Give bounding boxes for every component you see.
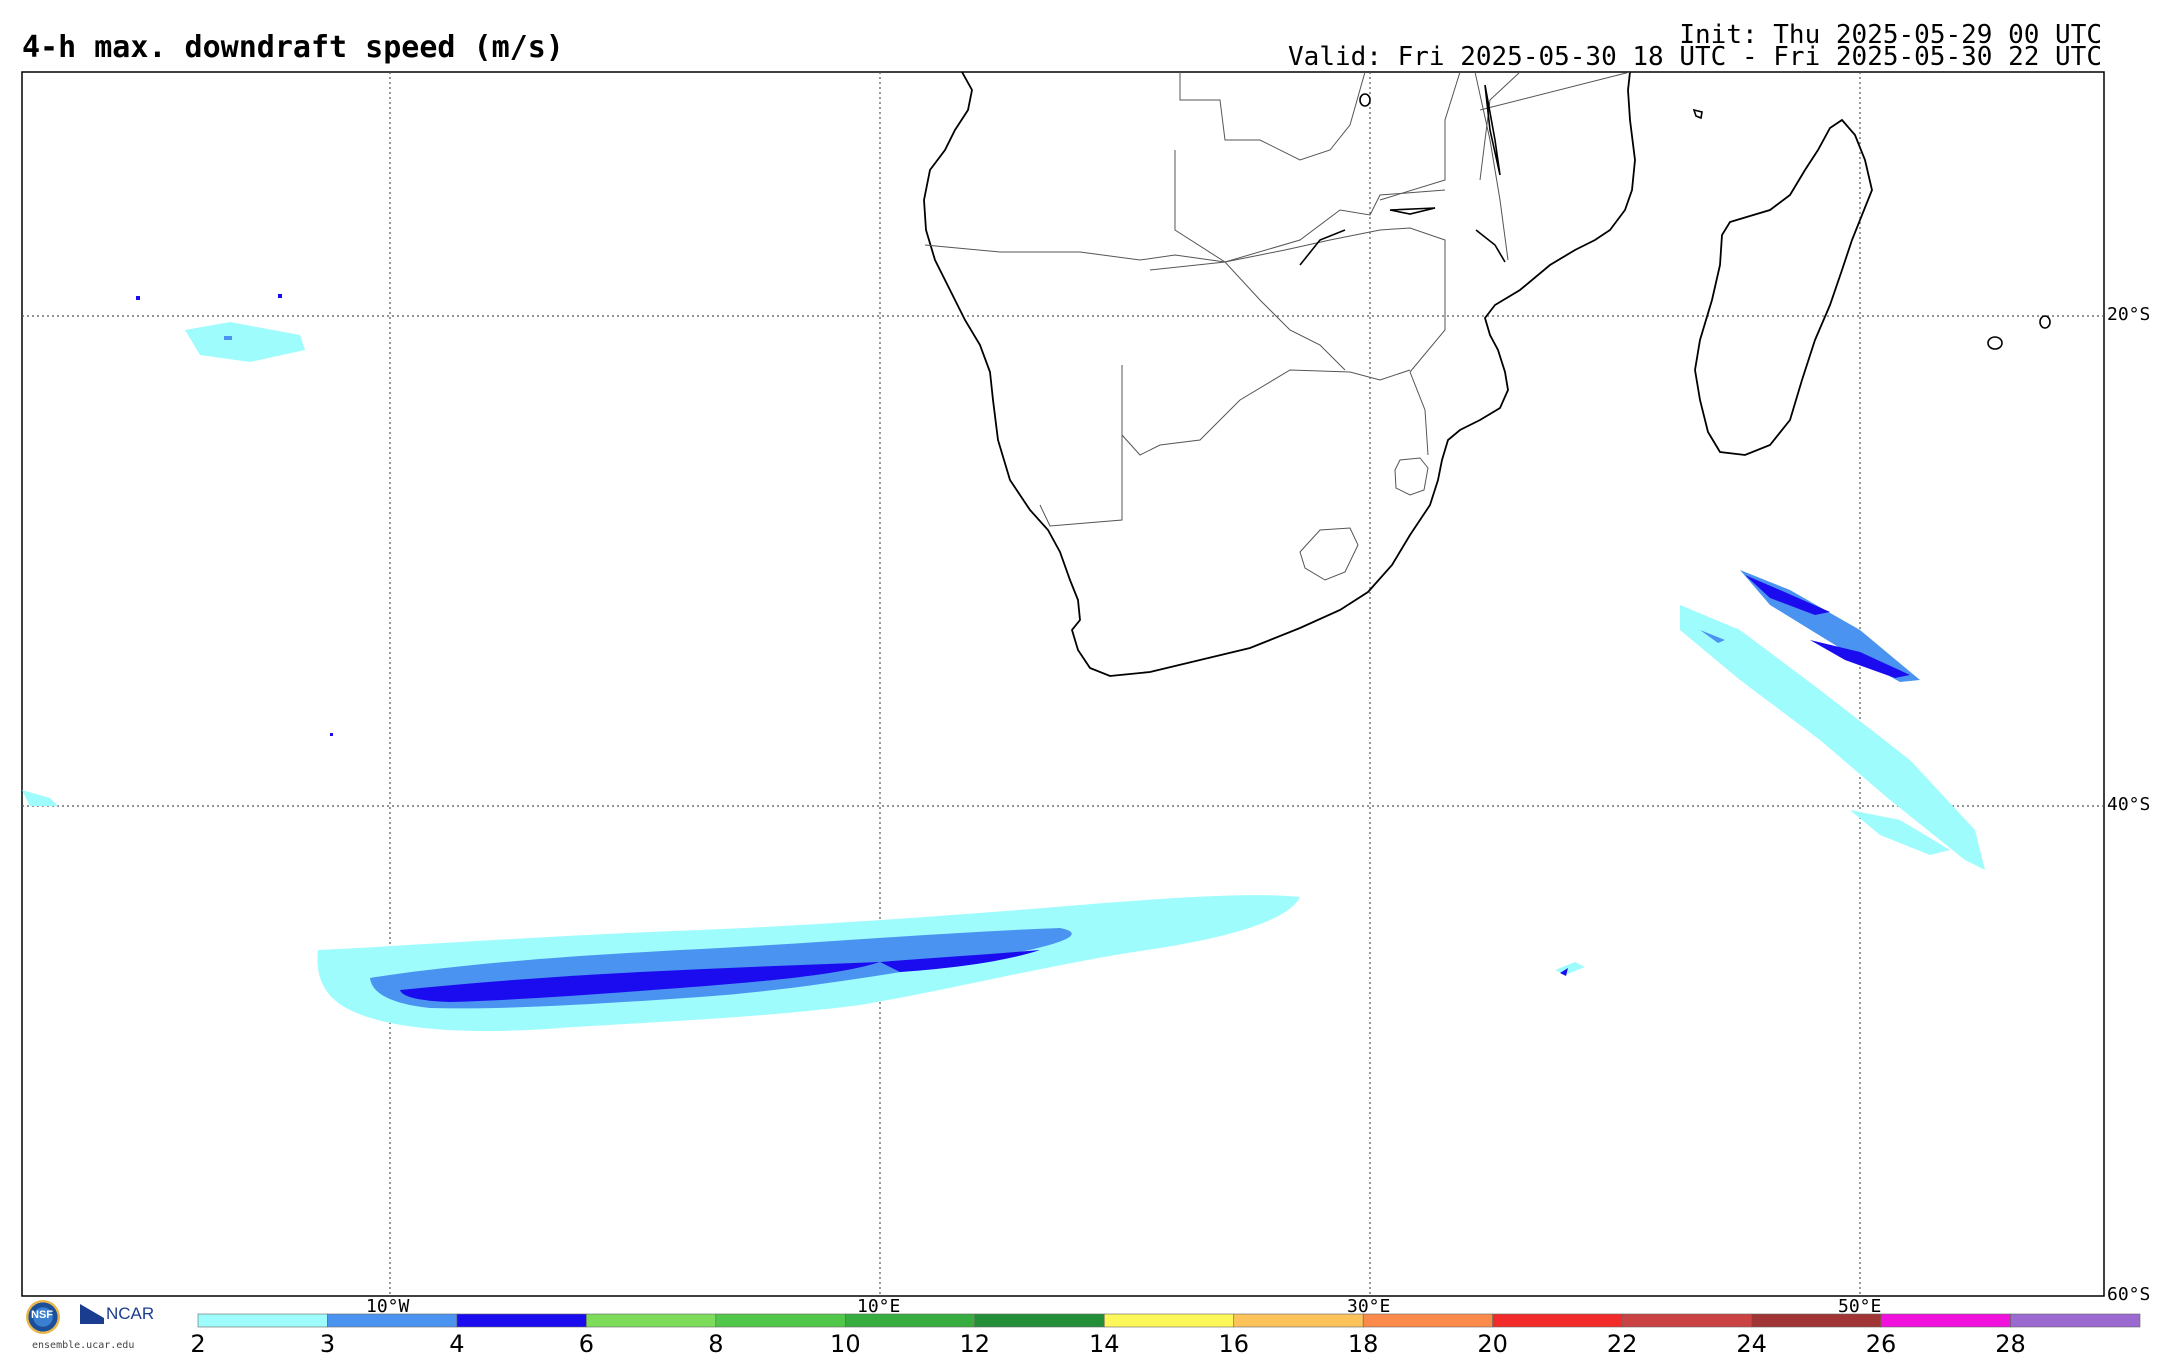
downdraft-band-south-atlantic (317, 895, 1301, 1031)
colorbar-label: 14 (1088, 1330, 1120, 1358)
lon-label-10w: 10°W (366, 1296, 410, 1317)
downdraft-specks (22, 294, 333, 806)
colorbar-label: 8 (708, 1330, 724, 1358)
nsf-logo (26, 1300, 60, 1334)
ncar-logo-mark (80, 1304, 104, 1324)
africa-coastline (923, 72, 1636, 677)
colorbar-label: 22 (1606, 1330, 1638, 1358)
site-credit: ensemble.ucar.edu (32, 1340, 135, 1351)
colorbar-label: 24 (1736, 1330, 1767, 1358)
nsf-logo-text: NSF (31, 1309, 53, 1321)
lon-label-50e: 50°E (1838, 1296, 1882, 1317)
colorbar-label: 18 (1347, 1330, 1379, 1358)
colorbar-label: 20 (1477, 1330, 1508, 1358)
colorbar-label: 4 (449, 1330, 465, 1358)
country-borders (924, 72, 1631, 581)
ncar-logo-text: NCAR (106, 1304, 155, 1323)
sponsor-logos: NSF NCAR ensemble.ucar.edu (24, 1298, 174, 1352)
lat-label-20s: 20°S (2107, 304, 2151, 325)
band-level-4b (880, 950, 1040, 972)
colorbar-label: 2 (190, 1330, 206, 1358)
lon-label-30e: 30°E (1347, 1296, 1391, 1317)
colorbar-label: 10 (830, 1330, 861, 1358)
band-level-4 (400, 962, 880, 1002)
lakes-islands (1299, 84, 2051, 350)
lon-label-10e: 10°E (857, 1296, 901, 1317)
map-title: 4-h max. downdraft speed (m/s) (22, 30, 564, 65)
colorbar-label: 3 (319, 1330, 336, 1358)
lat-label-60s: 60°S (2107, 1284, 2151, 1305)
init-time: Init: Thu 2025-05-29 00 UTC (1679, 20, 2102, 50)
colorbar-label: 16 (1218, 1330, 1249, 1358)
valid-time: Valid: Fri 2025-05-30 18 UTC - Fri 2025-… (1288, 42, 2102, 72)
lat-label-40s: 40°S (2107, 794, 2151, 815)
downdraft-streaks-indian-ocean (1555, 570, 1985, 976)
colorbar-label: 28 (1995, 1330, 2026, 1358)
colorbar-label: 6 (578, 1330, 595, 1358)
madagascar-coastline (1694, 118, 1873, 456)
graticule (22, 72, 2104, 1296)
colorbar-label: 26 (1865, 1330, 1897, 1358)
colorbar-label: 12 (959, 1330, 991, 1358)
